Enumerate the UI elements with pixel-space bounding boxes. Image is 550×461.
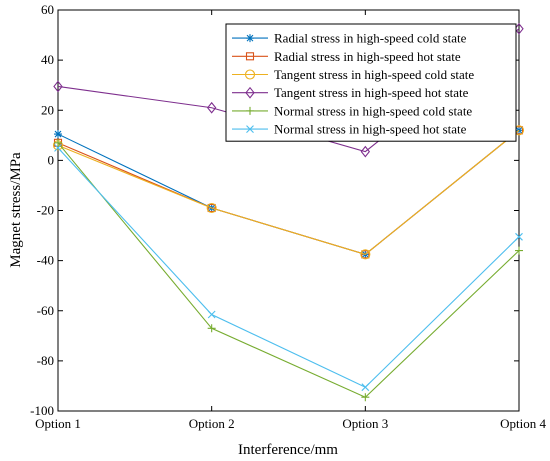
data-point	[361, 393, 370, 402]
series-5	[54, 138, 523, 402]
x-tick-label: Option 2	[189, 416, 235, 431]
y-tick-label: 20	[41, 102, 54, 117]
legend-entry: Normal stress in high-speed cold state	[232, 103, 472, 118]
axes: -100 -80 -60 -40 -20 0 20 40 60 Option 1 Option 2 O…	[30, 2, 546, 431]
legend-marker	[246, 34, 254, 43]
series-line	[57, 129, 520, 255]
data-point	[361, 383, 370, 392]
legend-label: Normal stress in high-speed cold state	[274, 103, 472, 118]
legend-marker	[246, 125, 254, 133]
legend-label: Radial stress in high-speed hot state	[274, 49, 461, 64]
data-point	[207, 310, 216, 319]
y-tick-label: -20	[37, 203, 54, 218]
series-line	[57, 129, 520, 255]
y-tick-label: 60	[41, 2, 54, 17]
data-point	[207, 203, 216, 213]
data-point	[360, 249, 371, 260]
x-tick-label: Option 4	[500, 416, 546, 431]
data-point	[54, 130, 62, 139]
series-line	[57, 147, 520, 388]
legend-marker	[245, 52, 255, 61]
series-line	[57, 129, 520, 255]
legend-label: Tangent stress in high-speed cold state	[274, 67, 474, 82]
legend-marker	[246, 106, 254, 115]
legend-box	[225, 23, 517, 142]
legend-marker	[244, 69, 256, 80]
data-point	[54, 138, 62, 147]
series-2	[53, 126, 524, 259]
data-point	[206, 101, 217, 114]
x-tick-label: Option 1	[35, 416, 81, 431]
series-1	[54, 126, 523, 259]
data-point	[515, 246, 523, 255]
legend-label: Normal stress in high-speed hot state	[274, 122, 467, 137]
legend-entry: Tangent stress in high-speed cold state	[232, 67, 474, 82]
legend-entry: Normal stress in high-speed hot state	[232, 122, 467, 137]
legend-entry: Tangent stress in high-speed hot state	[232, 85, 469, 100]
y-tick-label: -60	[37, 303, 54, 318]
series-line	[57, 142, 520, 398]
legend-entry: Radial stress in high-speed hot state	[232, 49, 461, 64]
legend-entry: Radial stress in high-speed cold state	[232, 31, 467, 46]
data-point	[515, 232, 523, 241]
series-6	[54, 143, 523, 392]
data-point	[207, 324, 216, 333]
legend-marker	[245, 86, 255, 99]
legend-label: Radial stress in high-speed cold state	[274, 31, 467, 46]
x-tick-label: Option 3	[342, 416, 388, 431]
y-tick-label: -100	[30, 403, 54, 418]
series-group	[52, 22, 525, 402]
legend: Radial stress in high-speed cold state Ra…	[225, 23, 517, 142]
series-3	[52, 125, 525, 260]
data-point	[206, 202, 217, 214]
data-point	[361, 250, 370, 259]
data-point	[54, 143, 62, 152]
y-tick-label: -80	[37, 353, 54, 368]
y-tick-label: 40	[41, 52, 54, 67]
legend-label: Tangent stress in high-speed hot state	[274, 85, 469, 100]
data-point	[53, 80, 63, 93]
data-point	[360, 145, 371, 158]
x-axis-label: Interference/mm	[238, 442, 338, 458]
y-tick-label: 0	[48, 152, 55, 167]
y-axis-label: Magnet stress/MPa	[8, 152, 24, 268]
y-tick-label: -40	[37, 253, 54, 268]
